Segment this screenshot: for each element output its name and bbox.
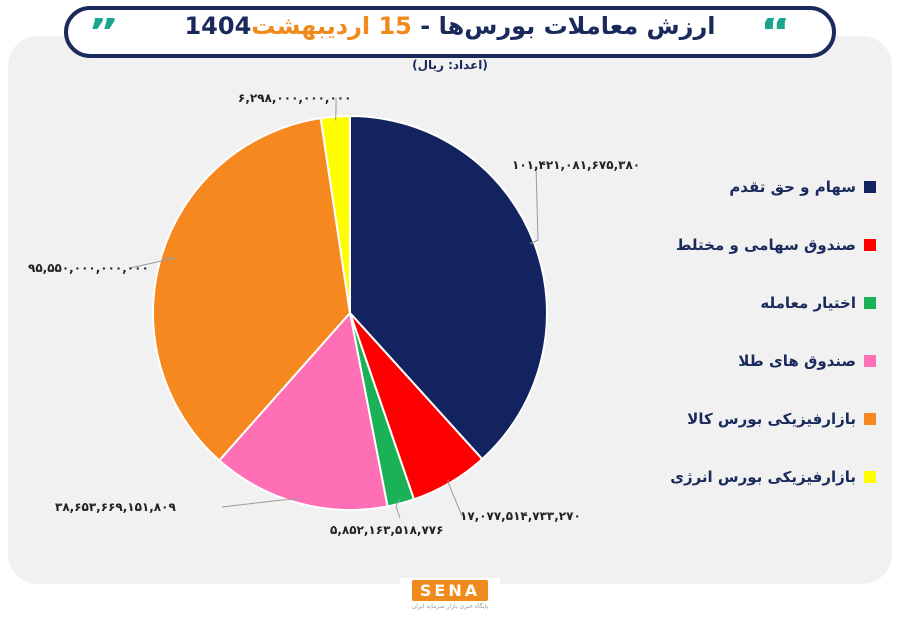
leader-line [529, 165, 539, 245]
legend-swatch [864, 239, 876, 251]
title-day: 15 [378, 12, 412, 40]
data-label: ۱۰۱,۴۲۱,۰۸۱,۶۷۵,۳۸۰ [512, 158, 641, 172]
pie-slice [152, 117, 352, 462]
legend: سهام و حق تقدم صندوق سهامی و مختلط اختیار … [656, 158, 876, 506]
legend-label: صندوق های طلا [738, 352, 856, 370]
brand-name: SENA [411, 580, 489, 601]
title-banner [64, 6, 836, 58]
leader-line [447, 479, 463, 517]
leader-line [395, 499, 401, 519]
legend-swatch [864, 181, 876, 193]
brand-logo: SENA پایگاه خبری بازار سرمایه ایران [400, 578, 500, 614]
legend-item: سهام و حق تقدم [656, 158, 876, 216]
legend-item: بازارفیزیکی بورس انرژی [656, 448, 876, 506]
leader-line [129, 257, 176, 269]
legend-item: صندوق سهامی و مختلط [656, 216, 876, 274]
legend-label: صندوق سهامی و مختلط [675, 236, 856, 254]
legend-item: صندوق های طلا [656, 332, 876, 390]
data-label: ۹۵,۵۵۰,۰۰۰,۰۰۰,۰۰۰ [28, 261, 149, 275]
leader-line [221, 498, 300, 508]
legend-item: بازارفیزیکی بورس کالا [656, 390, 876, 448]
title-main: ارزش معاملات بورس‌ها - [411, 12, 716, 40]
legend-label: بازارفیزیکی بورس کالا [687, 410, 856, 428]
unit-note: (اعداد: ریال) [412, 58, 488, 72]
title-year: 1404 [184, 12, 252, 40]
legend-swatch [864, 297, 876, 309]
data-label: ۶,۲۹۸,۰۰۰,۰۰۰,۰۰۰ [238, 91, 352, 105]
legend-swatch [864, 355, 876, 367]
title-month: اردیبهشت [251, 12, 379, 40]
brand-tagline: پایگاه خبری بازار سرمایه ایران [411, 603, 489, 610]
legend-label: سهام و حق تقدم [729, 178, 856, 196]
legend-item: اختیار معامله [656, 274, 876, 332]
page-title: ارزش معاملات بورس‌ها - 15 اردیبهشت1404 [150, 12, 750, 40]
legend-label: بازارفیزیکی بورس انرژی [670, 468, 856, 486]
quote-open-icon: ” [88, 18, 116, 50]
legend-label: اختیار معامله [760, 294, 856, 312]
legend-swatch [864, 413, 876, 425]
pie-slice [217, 310, 389, 511]
data-label: ۵,۸۵۲,۱۶۳,۵۱۸,۷۷۶ [330, 523, 444, 537]
legend-swatch [864, 471, 876, 483]
data-label: ۱۷,۰۷۷,۵۱۴,۷۳۳,۲۷۰ [460, 509, 581, 523]
data-label: ۳۸,۶۵۳,۶۶۹,۱۵۱,۸۰۹ [55, 500, 176, 514]
quote-close-icon: “ [760, 18, 788, 50]
